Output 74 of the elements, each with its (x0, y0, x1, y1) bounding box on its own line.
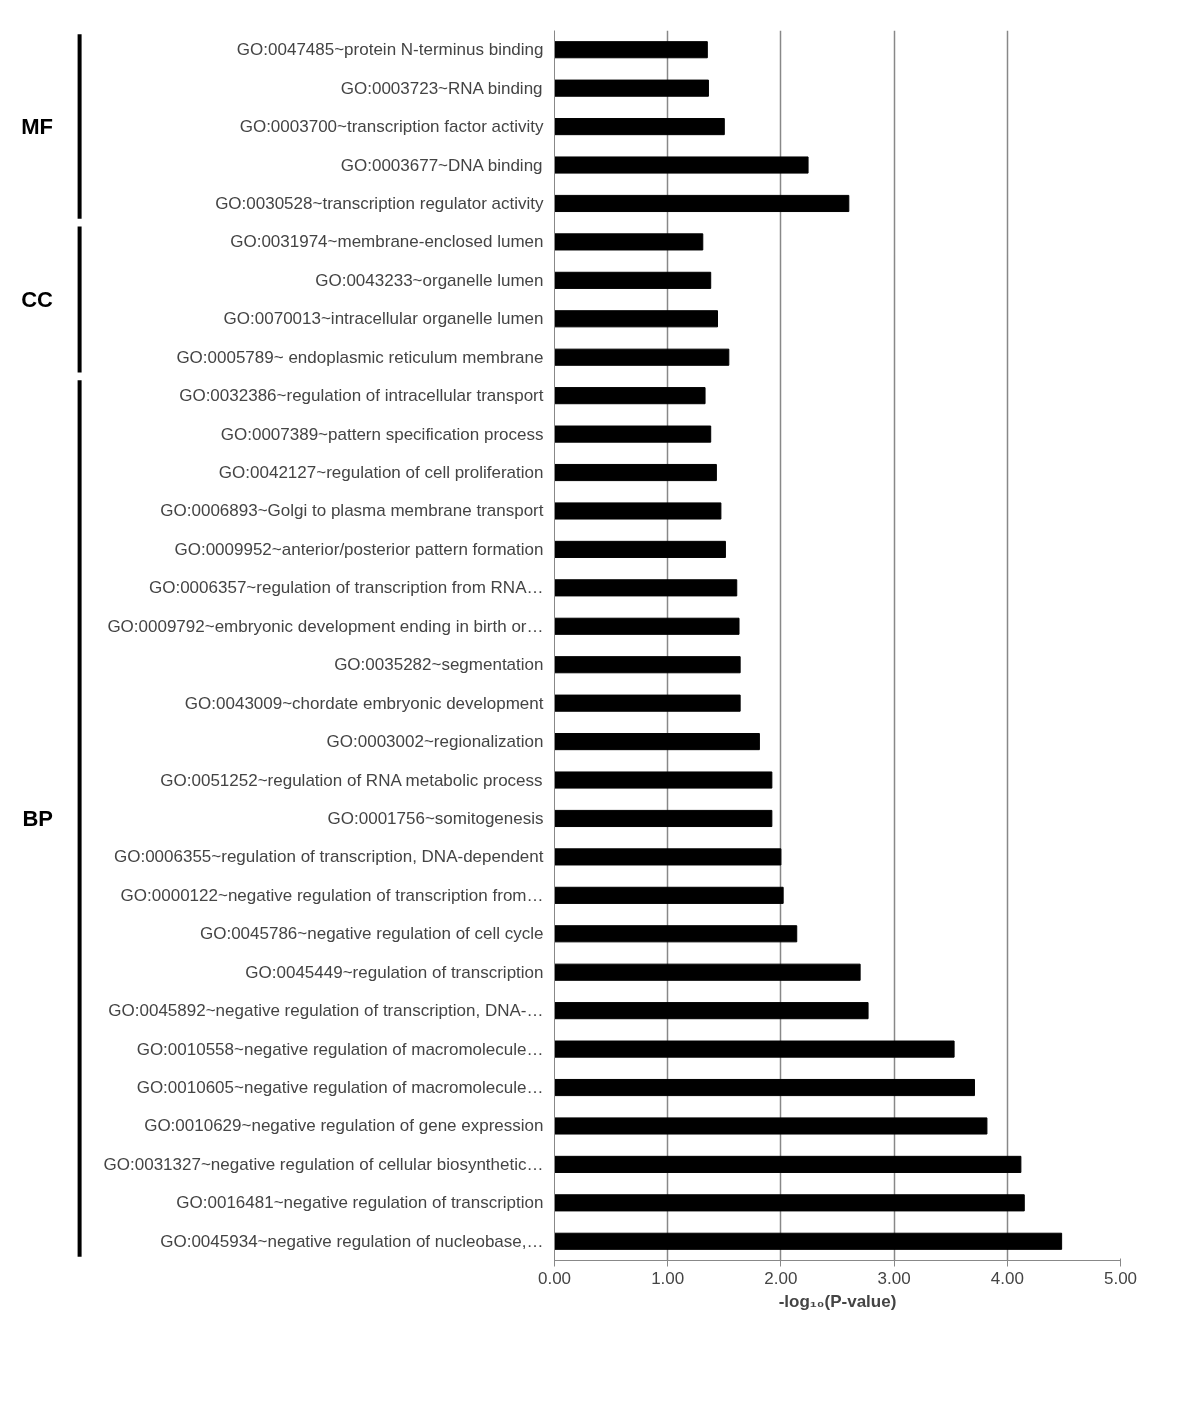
bar (554, 1194, 1025, 1212)
y-tick-label: GO:0010629~negative regulation of gene expression (144, 1116, 544, 1136)
bar (554, 1040, 955, 1058)
y-tick-label: GO:0007389~pattern specification process (220, 424, 544, 444)
x-tick-label: 3.00 (877, 1268, 911, 1288)
bar (554, 271, 712, 289)
y-tick-label: GO:0010605~negative regulation of macromolecule… (136, 1078, 544, 1098)
bar (554, 118, 725, 136)
y-tick-label: GO:0003700~transcription factor activity (239, 117, 544, 137)
y-tick-label: GO:0031327~negative regulation of cellular biosynthetic… (103, 1154, 544, 1174)
y-tick-label: GO:0000122~negative regulation of transcription from… (120, 885, 544, 905)
bar (554, 886, 784, 904)
x-tick-label: 1.00 (651, 1268, 685, 1288)
bar (554, 502, 722, 520)
x-tick-label: 0.00 (537, 1268, 572, 1288)
bar (554, 579, 738, 597)
bar (554, 1078, 975, 1097)
bar (554, 463, 717, 482)
y-tick-label: GO:0043233~organelle lumen (315, 270, 544, 290)
y-tick-label: GO:0035282~segmentation (334, 655, 544, 675)
y-tick-label: GO:0042127~regulation of cell proliferation (218, 463, 544, 483)
x-tick-label: 2.00 (764, 1268, 798, 1288)
bar (554, 925, 798, 943)
bar (554, 1002, 869, 1020)
y-tick-label: GO:0045449~regulation of transcription (245, 962, 544, 982)
y-tick-label: GO:0003002~regionalization (326, 732, 544, 752)
bar (554, 310, 719, 328)
y-tick-label: GO:0003723~RNA binding (340, 78, 543, 98)
bar (554, 79, 709, 97)
bar (554, 963, 861, 981)
bar (554, 194, 850, 213)
y-tick-label: GO:0045934~negative regulation of nucleobase,… (160, 1231, 544, 1251)
y-tick-label: GO:0005789~ endoplasmic reticulum membrane (176, 347, 544, 367)
text: BP (22, 805, 53, 831)
bar (554, 41, 708, 59)
bar (554, 848, 782, 866)
y-tick-label: GO:0051252~regulation of RNA metabolic process (160, 770, 543, 790)
x-tick-label: 4.00 (990, 1268, 1024, 1288)
bar (554, 733, 760, 751)
bar (554, 694, 741, 712)
y-tick-label: GO:0006357~regulation of transcription from RNA… (149, 578, 544, 598)
bar (554, 1155, 1022, 1173)
bar (554, 1232, 1063, 1250)
y-tick-label: GO:0031974~membrane-enclosed lumen (230, 232, 544, 252)
y-tick-label: GO:0009792~embryonic development ending in birth or… (107, 616, 544, 636)
y-tick-label: GO:0030528~transcription regulator activity (215, 193, 544, 213)
y-tick-label: GO:0006355~regulation of transcription, DNA-dependent (113, 847, 544, 867)
y-tick-label: GO:0003677~DNA binding (340, 155, 543, 175)
y-tick-label: GO:0045892~negative regulation of transcription, DNA-… (108, 1001, 544, 1021)
x-axis-title: -log₁₀(P-value) (778, 1291, 897, 1311)
y-tick-label: GO:0009952~anterior/posterior pattern formation (174, 539, 544, 559)
bar (554, 617, 740, 635)
text: MF (21, 114, 53, 140)
bar (554, 809, 773, 828)
y-tick-label: GO:0045786~negative regulation of cell cycle (199, 924, 544, 944)
y-tick-label: GO:0070013~intracellular organelle lumen (223, 309, 544, 329)
bar (554, 771, 773, 789)
bar (554, 156, 809, 174)
bar (554, 233, 704, 251)
bar (554, 387, 706, 405)
text: CC (21, 287, 54, 313)
x-tick-label: 5.00 (1103, 1268, 1138, 1288)
bar (554, 425, 712, 443)
y-tick-label: GO:0047485~protein N-terminus binding (236, 40, 544, 60)
y-tick-label: GO:0010558~negative regulation of macromolecule… (136, 1039, 544, 1059)
y-tick-label: GO:0043009~chordate embryonic development (184, 693, 544, 713)
bar (554, 540, 726, 558)
y-tick-label: GO:0006893~Golgi to plasma membrane transport (160, 501, 544, 521)
y-tick-label: GO:0016481~negative regulation of transcription (176, 1193, 544, 1213)
bar (554, 348, 730, 366)
bar (554, 656, 741, 674)
y-tick-label: GO:0001756~somitogenesis (327, 808, 544, 828)
bar (554, 1117, 988, 1135)
y-tick-label: GO:0032386~regulation of intracellular transport (179, 386, 544, 406)
